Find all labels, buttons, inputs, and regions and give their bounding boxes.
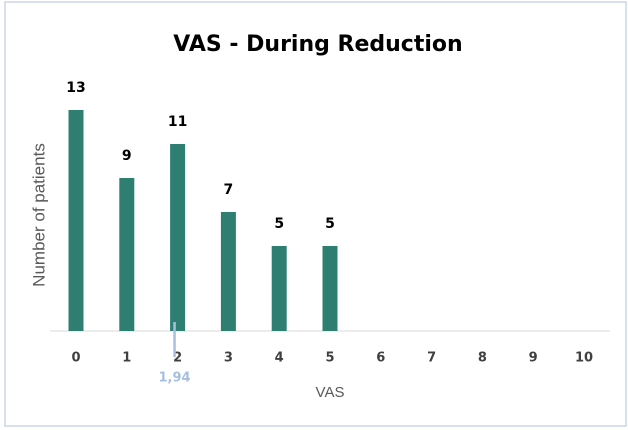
- bar: [68, 110, 84, 331]
- data-label: 13: [66, 80, 85, 96]
- bar: [322, 246, 338, 331]
- x-tick-label: 5: [325, 351, 334, 366]
- x-tick-label: 10: [575, 351, 593, 366]
- data-label: 5: [274, 216, 284, 232]
- data-label: 9: [122, 148, 132, 164]
- x-axis-label: VAS: [316, 384, 345, 401]
- x-tick-label: 8: [478, 351, 487, 366]
- bar: [119, 178, 135, 331]
- bar: [170, 144, 186, 331]
- y-axis-label: Number of patients: [29, 143, 48, 287]
- data-label: 7: [224, 182, 234, 198]
- x-tick-label: 2: [173, 351, 182, 366]
- chart-title: VAS - During Reduction: [173, 32, 462, 57]
- x-tick-label: 7: [427, 351, 436, 366]
- bar: [271, 246, 287, 331]
- chart-frame: [4, 1, 627, 427]
- x-tick-label: 4: [275, 351, 284, 366]
- data-label: 11: [168, 114, 187, 130]
- x-tick-label: 6: [376, 351, 385, 366]
- x-tick-label: 1: [122, 351, 131, 366]
- bar: [220, 212, 236, 331]
- mean-label: 1,94: [159, 371, 191, 386]
- data-label: 5: [325, 216, 335, 232]
- x-tick-label: 3: [224, 351, 233, 366]
- x-tick-label: 9: [529, 351, 538, 366]
- x-tick-label: 0: [71, 351, 80, 366]
